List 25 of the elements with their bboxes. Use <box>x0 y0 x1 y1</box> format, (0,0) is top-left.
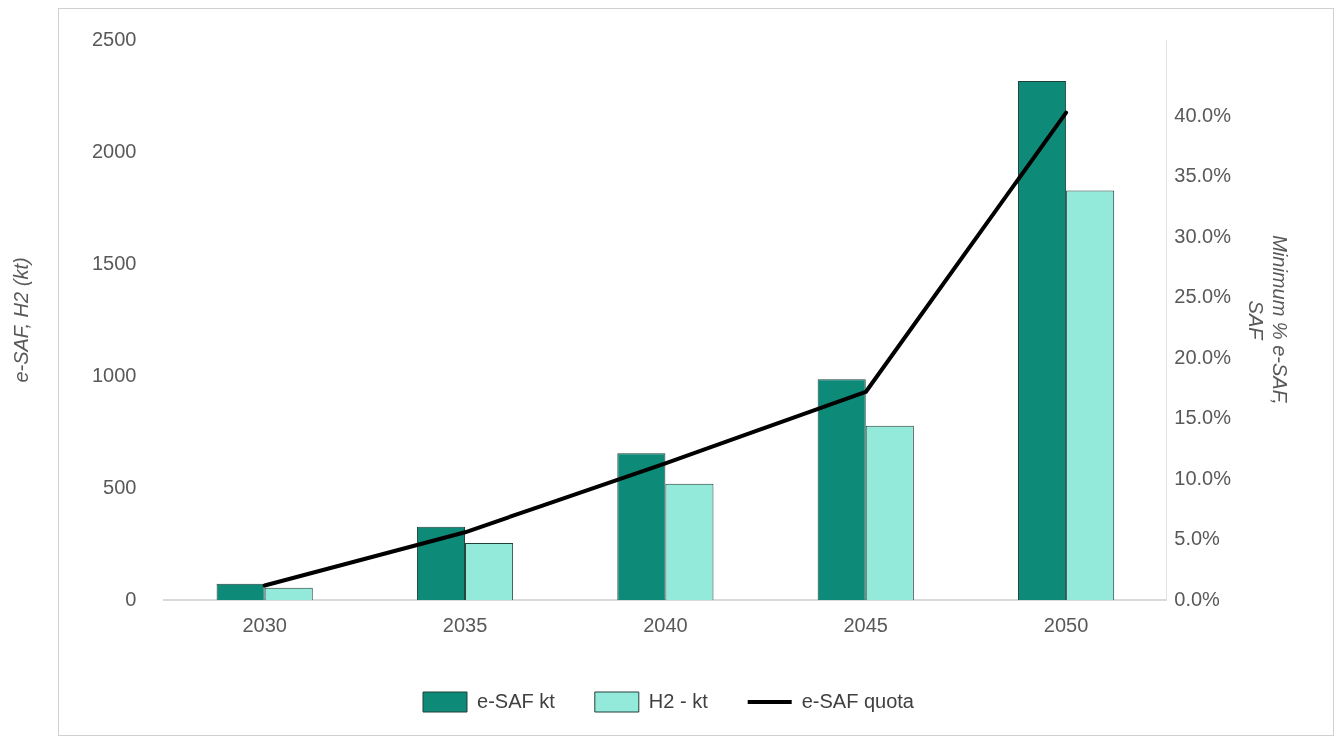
y2-tick-label: 15.0% <box>1174 406 1232 429</box>
y-tick-label: 2500 <box>91 27 137 50</box>
y-tick-label: 0 <box>125 587 137 610</box>
legend-label: e-SAF kt <box>477 689 556 712</box>
y2-tick-label: 40.0% <box>1174 103 1232 126</box>
y2-tick-label: 30.0% <box>1174 224 1232 247</box>
y-tick-label: 1500 <box>91 251 137 274</box>
y2-tick-label: 0.0% <box>1174 587 1221 610</box>
y2-tick-label: 10.0% <box>1174 466 1232 489</box>
y-tick-label: 500 <box>103 475 137 498</box>
x-tick-label: 2035 <box>442 613 488 636</box>
y-tick-label: 1000 <box>91 363 137 386</box>
y2-tick-label: 35.0% <box>1174 164 1232 187</box>
legend-label: H2 - kt <box>648 689 709 712</box>
y2-axis-title: Minimum % e-SAF, SAF <box>1245 235 1292 405</box>
x-tick-label: 2040 <box>643 613 688 636</box>
x-tick-label: 2050 <box>1043 613 1089 636</box>
y-axis-title: e-SAF, H2 (kt) <box>9 257 32 383</box>
y2-tick-label: 25.0% <box>1174 285 1232 308</box>
y2-tick-label: 20.0% <box>1174 345 1232 368</box>
x-tick-label: 2045 <box>843 613 888 636</box>
y-tick-label: 2000 <box>91 139 137 162</box>
y2-tick-label: 5.0% <box>1174 527 1221 550</box>
x-tick-label: 2030 <box>242 613 287 636</box>
legend-label: e-SAF quota <box>801 689 915 712</box>
